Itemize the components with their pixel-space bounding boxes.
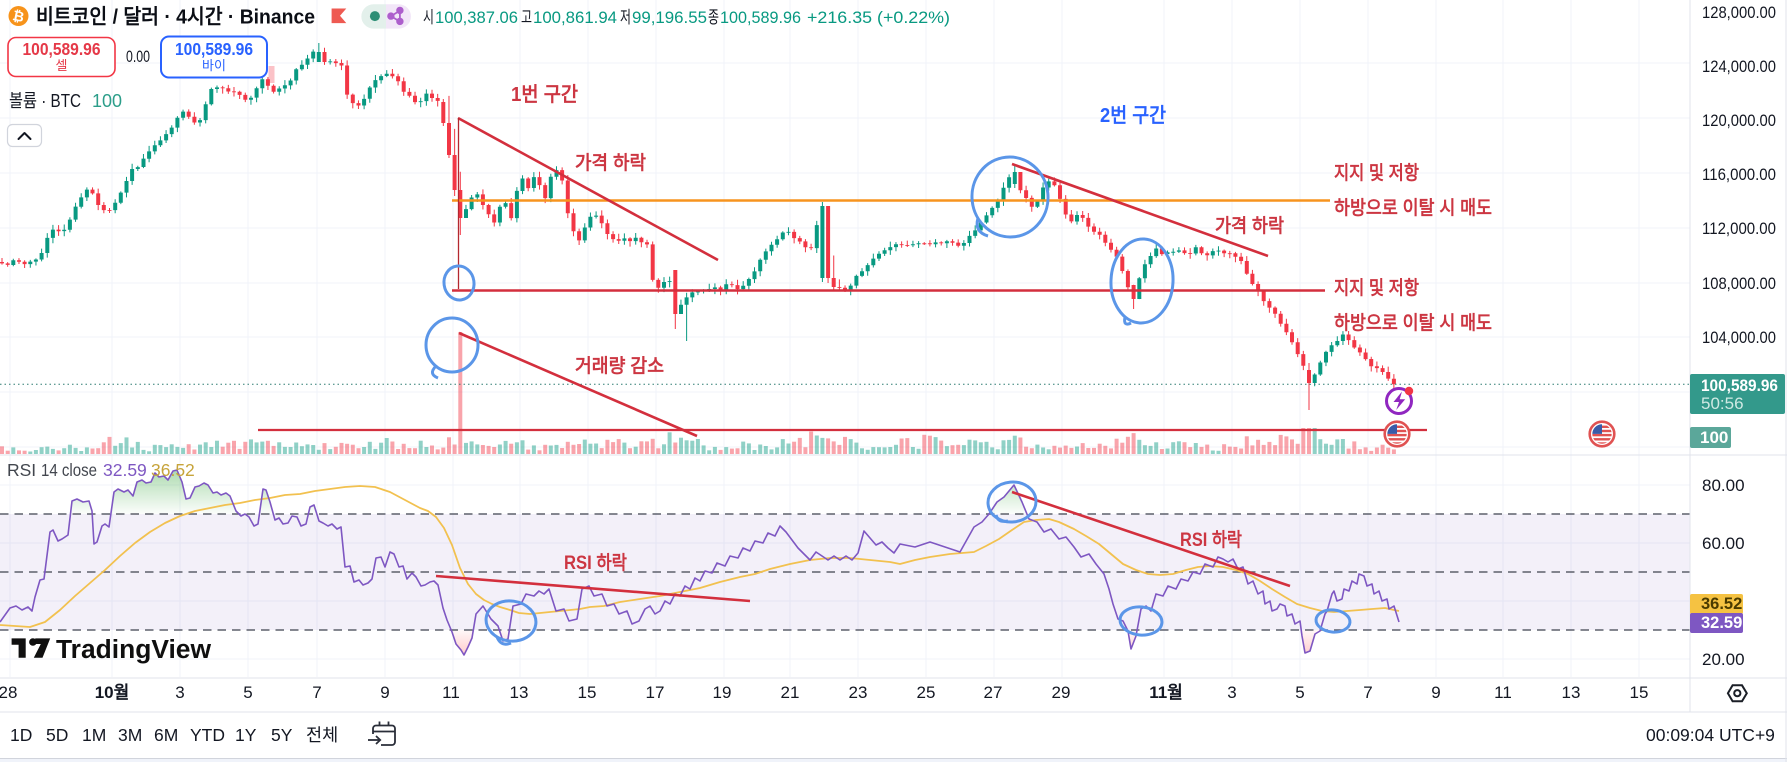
svg-text:고: 고 xyxy=(521,8,532,27)
svg-text:23: 23 xyxy=(849,683,868,702)
svg-text:가격 하락: 가격 하락 xyxy=(575,152,646,174)
svg-text:지지 및 저항: 지지 및 저항 xyxy=(1334,162,1419,184)
svg-text:17: 17 xyxy=(646,683,665,702)
svg-text:볼륨 · BTC: 볼륨 · BTC xyxy=(9,91,81,111)
svg-text:하방으로 이탈 시 매도: 하방으로 이탈 시 매도 xyxy=(1334,312,1492,334)
svg-text:15: 15 xyxy=(578,683,597,702)
svg-text:124,000.00: 124,000.00 xyxy=(1702,58,1776,76)
svg-text:99,196.55: 99,196.55 xyxy=(632,8,707,27)
svg-text:120,000.00: 120,000.00 xyxy=(1702,112,1776,130)
svg-text:28: 28 xyxy=(0,683,17,702)
svg-text:5Y: 5Y xyxy=(271,725,293,745)
svg-text:5: 5 xyxy=(243,683,252,702)
svg-text:지지 및 저항: 지지 및 저항 xyxy=(1334,277,1419,299)
svg-text:5D: 5D xyxy=(46,725,68,745)
svg-text:36.52: 36.52 xyxy=(151,460,195,480)
svg-text:1번 구간: 1번 구간 xyxy=(511,83,579,106)
svg-text:32.59: 32.59 xyxy=(1701,614,1742,632)
svg-text:1M: 1M xyxy=(82,725,106,745)
svg-text:32.59: 32.59 xyxy=(103,460,147,480)
svg-text:100,589.96: 100,589.96 xyxy=(23,39,101,59)
svg-text:20.00: 20.00 xyxy=(1702,650,1745,669)
svg-text:1D: 1D xyxy=(10,725,32,745)
svg-text:7: 7 xyxy=(1363,683,1372,702)
svg-text:50:56: 50:56 xyxy=(1701,394,1744,413)
svg-text:11월: 11월 xyxy=(1149,683,1183,702)
svg-text:15: 15 xyxy=(1630,683,1649,702)
svg-text:112,000.00: 112,000.00 xyxy=(1702,220,1776,238)
svg-text:3: 3 xyxy=(175,683,184,702)
svg-text:거래량 감소: 거래량 감소 xyxy=(575,355,664,377)
svg-text:29: 29 xyxy=(1052,683,1071,702)
svg-text:종: 종 xyxy=(708,8,719,27)
svg-text:저: 저 xyxy=(620,8,631,27)
svg-text:RSI: RSI xyxy=(7,460,36,480)
svg-text:9: 9 xyxy=(380,683,389,702)
svg-text:100,387.06: 100,387.06 xyxy=(435,8,518,27)
svg-text:108,000.00: 108,000.00 xyxy=(1702,275,1776,293)
svg-text:11: 11 xyxy=(442,683,460,702)
svg-text:가격 하락: 가격 하락 xyxy=(1215,215,1284,237)
svg-text:100: 100 xyxy=(1700,428,1728,447)
svg-text:전체: 전체 xyxy=(306,725,338,745)
svg-text:11: 11 xyxy=(1494,683,1512,702)
svg-text:RSI 하락: RSI 하락 xyxy=(564,552,627,574)
svg-text:36.52: 36.52 xyxy=(1701,595,1742,613)
svg-text:3M: 3M xyxy=(118,725,142,745)
svg-text:100,589.96: 100,589.96 xyxy=(720,8,801,27)
svg-text:RSI 하락: RSI 하락 xyxy=(1180,529,1242,551)
svg-text:YTD: YTD xyxy=(190,725,225,745)
svg-text:비트코인 / 달러 · 4시간 · Binance: 비트코인 / 달러 · 4시간 · Binance xyxy=(36,6,315,29)
svg-text:13: 13 xyxy=(510,683,529,702)
svg-text:104,000.00: 104,000.00 xyxy=(1702,329,1776,347)
svg-text:5: 5 xyxy=(1295,683,1304,702)
svg-text:100: 100 xyxy=(92,91,122,111)
svg-text:80.00: 80.00 xyxy=(1702,476,1745,495)
svg-text:0.00: 0.00 xyxy=(126,48,150,66)
svg-text:하방으로 이탈 시 매도: 하방으로 이탈 시 매도 xyxy=(1334,197,1492,219)
svg-text:13: 13 xyxy=(1562,683,1581,702)
svg-text:19: 19 xyxy=(713,683,732,702)
svg-text:25: 25 xyxy=(917,683,936,702)
svg-text:셀: 셀 xyxy=(56,58,68,73)
svg-text:27: 27 xyxy=(984,683,1003,702)
svg-text:60.00: 60.00 xyxy=(1702,534,1745,553)
svg-text:6M: 6M xyxy=(154,725,178,745)
svg-text:128,000.00: 128,000.00 xyxy=(1702,4,1776,22)
svg-text:7: 7 xyxy=(312,683,321,702)
svg-text:3: 3 xyxy=(1227,683,1236,702)
svg-text:100,861.94: 100,861.94 xyxy=(533,8,617,27)
svg-text:116,000.00: 116,000.00 xyxy=(1702,166,1776,184)
svg-text:100,589.96: 100,589.96 xyxy=(1701,376,1778,395)
svg-text:14 close: 14 close xyxy=(41,460,97,480)
svg-text:9: 9 xyxy=(1431,683,1440,702)
svg-text:시: 시 xyxy=(423,8,434,27)
svg-text:2번 구간: 2번 구간 xyxy=(1100,104,1167,127)
svg-text:₿: ₿ xyxy=(11,7,25,25)
svg-text:+216.35 (+0.22%): +216.35 (+0.22%) xyxy=(807,8,950,27)
svg-text:1Y: 1Y xyxy=(235,725,257,745)
svg-text:21: 21 xyxy=(781,683,800,702)
svg-text:바이: 바이 xyxy=(202,58,226,73)
svg-text:10월: 10월 xyxy=(95,683,130,702)
svg-text:00:09:04 UTC+9: 00:09:04 UTC+9 xyxy=(1646,725,1775,745)
svg-text:TradingView: TradingView xyxy=(56,636,211,664)
svg-text:100,589.96: 100,589.96 xyxy=(175,39,253,59)
